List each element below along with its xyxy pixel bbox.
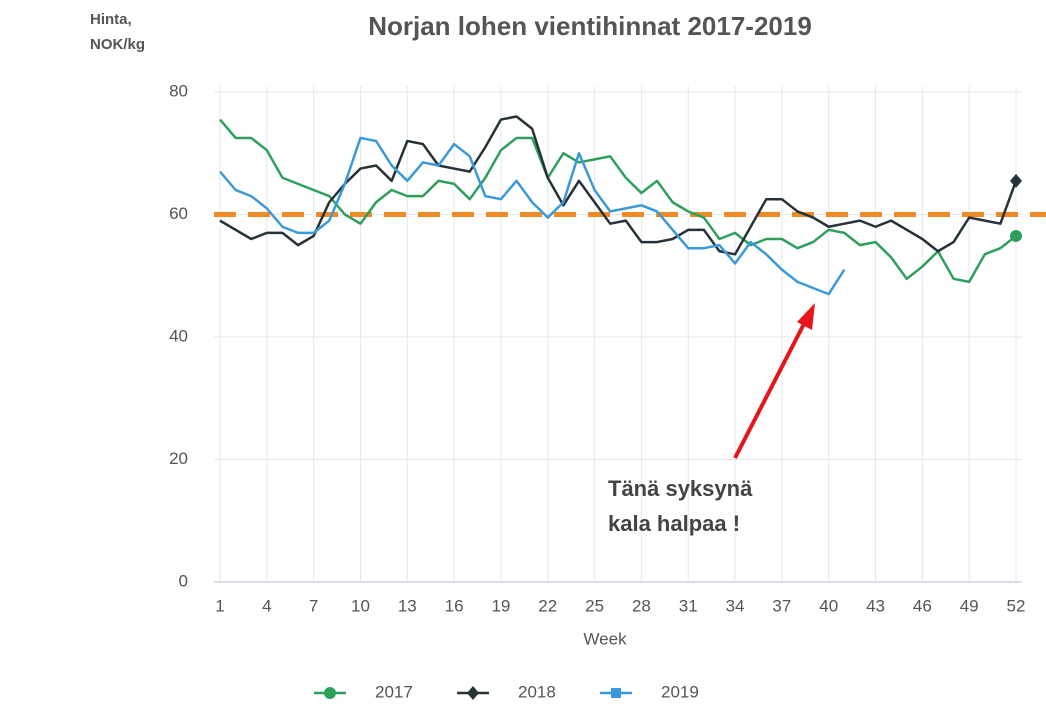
- annotation-arrowhead: [797, 303, 815, 330]
- marker: [1010, 173, 1022, 188]
- x-tick-label: 49: [960, 596, 979, 615]
- y-tick-label: 0: [179, 571, 188, 590]
- y-axis-label: Hinta,: [90, 11, 132, 28]
- annotation: Tänä syksynä: [608, 476, 753, 501]
- x-tick-label: 16: [445, 596, 464, 615]
- legend-label: 2019: [661, 682, 699, 701]
- x-tick-label: 13: [398, 596, 417, 615]
- x-tick-label: 46: [913, 596, 932, 615]
- series-line: [219, 115, 1018, 256]
- x-tick-label: 25: [585, 596, 604, 615]
- marker: [324, 687, 336, 699]
- marker: [1010, 229, 1022, 242]
- x-tick-label: 34: [726, 596, 745, 615]
- x-tick-label: 37: [772, 596, 791, 615]
- x-axis-label: Week: [583, 629, 627, 648]
- x-tick-label: 1: [215, 596, 224, 615]
- x-tick-label: 4: [262, 596, 271, 615]
- y-tick-label: 60: [169, 204, 188, 223]
- marker: [611, 688, 621, 698]
- y-tick-label: 40: [169, 326, 188, 345]
- legend-item: 2018: [457, 682, 556, 701]
- annotation-arrow: [733, 319, 808, 459]
- marker: [467, 686, 479, 700]
- x-tick-label: 22: [538, 596, 557, 615]
- legend-item: 2017: [314, 682, 413, 701]
- x-tick-label: 31: [679, 596, 698, 615]
- series-line: [219, 118, 1017, 284]
- y-tick-label: 80: [169, 81, 188, 100]
- x-tick-label: 52: [1007, 596, 1026, 615]
- x-tick-label: 10: [351, 596, 370, 615]
- x-tick-label: 7: [309, 596, 318, 615]
- y-axis-label: NOK/kg: [90, 36, 145, 53]
- chart-title: Norjan lohen vientihinnat 2017-2019: [368, 11, 812, 41]
- x-tick-label: 19: [491, 596, 510, 615]
- x-tick-label: 40: [819, 596, 838, 615]
- legend-label: 2017: [375, 682, 413, 701]
- series-line: [219, 136, 846, 296]
- legend-label: 2018: [518, 682, 556, 701]
- x-tick-label: 28: [632, 596, 651, 615]
- y-tick-label: 20: [169, 449, 188, 468]
- legend-item: 2019: [600, 682, 699, 701]
- x-tick-label: 43: [866, 596, 885, 615]
- annotation: kala halpaa !: [608, 511, 740, 536]
- plot-area: [214, 86, 1022, 583]
